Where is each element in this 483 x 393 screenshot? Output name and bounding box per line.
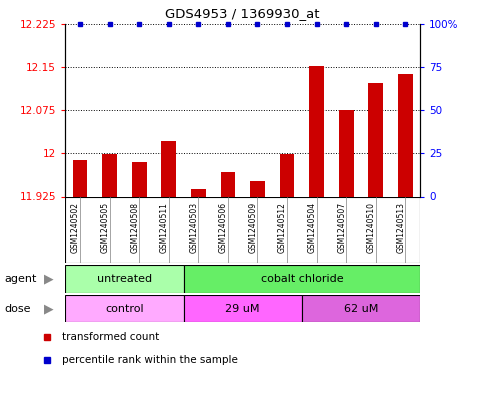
Bar: [191, 189, 206, 196]
Text: agent: agent: [5, 274, 37, 284]
Text: dose: dose: [5, 303, 31, 314]
Bar: [221, 172, 235, 196]
Text: percentile rank within the sample: percentile rank within the sample: [62, 355, 238, 365]
Text: GSM1240509: GSM1240509: [248, 202, 257, 253]
Bar: [102, 154, 117, 196]
Text: 62 uM: 62 uM: [344, 303, 378, 314]
Text: GSM1240502: GSM1240502: [71, 202, 80, 253]
Text: GSM1240503: GSM1240503: [189, 202, 199, 253]
Bar: [132, 162, 146, 196]
Bar: [280, 154, 295, 196]
Text: GSM1240512: GSM1240512: [278, 202, 287, 253]
Text: ▶: ▶: [43, 302, 53, 315]
Bar: [398, 74, 413, 196]
Bar: [65, 265, 184, 293]
Text: GSM1240513: GSM1240513: [397, 202, 405, 253]
Bar: [369, 83, 383, 196]
Bar: [184, 295, 302, 322]
Text: GSM1240510: GSM1240510: [367, 202, 376, 253]
Text: ▶: ▶: [43, 272, 53, 286]
Bar: [161, 141, 176, 196]
Text: GSM1240508: GSM1240508: [130, 202, 139, 253]
Bar: [309, 66, 324, 196]
Title: GDS4953 / 1369930_at: GDS4953 / 1369930_at: [166, 7, 320, 20]
Text: GSM1240504: GSM1240504: [308, 202, 317, 253]
Text: untreated: untreated: [97, 274, 152, 284]
Bar: [302, 295, 420, 322]
Bar: [65, 196, 420, 263]
Text: 29 uM: 29 uM: [226, 303, 260, 314]
Bar: [184, 265, 420, 293]
Text: GSM1240511: GSM1240511: [160, 202, 169, 253]
Text: GSM1240507: GSM1240507: [337, 202, 346, 253]
Text: GSM1240506: GSM1240506: [219, 202, 228, 253]
Bar: [250, 181, 265, 196]
Bar: [72, 160, 87, 196]
Text: GSM1240505: GSM1240505: [100, 202, 110, 253]
Text: control: control: [105, 303, 143, 314]
Text: cobalt chloride: cobalt chloride: [260, 274, 343, 284]
Bar: [65, 295, 184, 322]
Text: transformed count: transformed count: [62, 332, 159, 342]
Bar: [339, 110, 354, 196]
